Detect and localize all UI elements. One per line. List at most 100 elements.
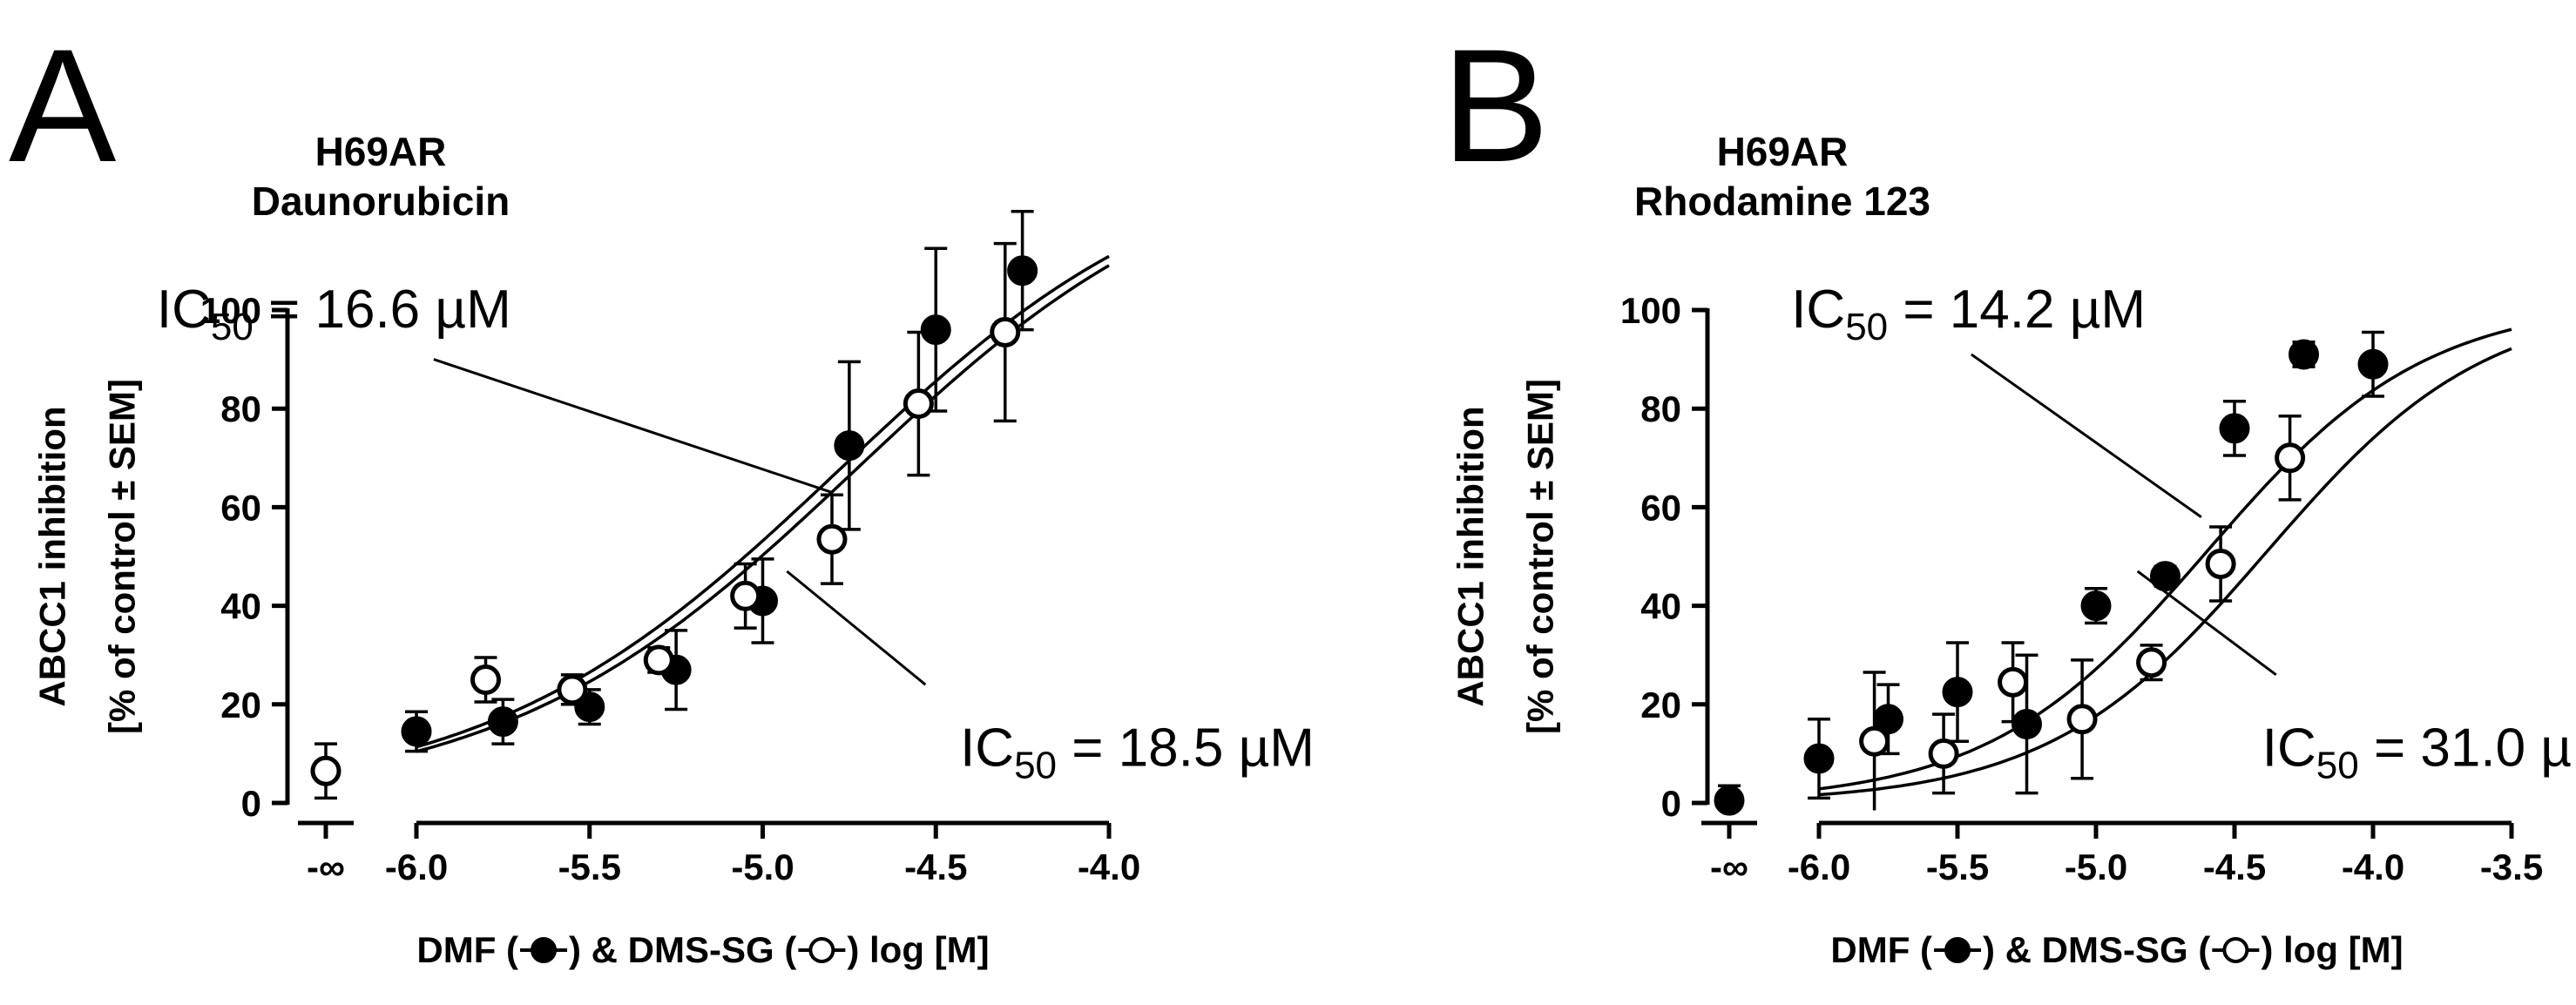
data-point-dmf xyxy=(2357,348,2389,380)
ic50-prefix: IC xyxy=(2262,718,2316,779)
y-axis-label: [% of control ± SEM] xyxy=(1520,379,1561,734)
x-tick-label: -4.5 xyxy=(904,846,967,887)
data-point-dms-sg xyxy=(903,388,934,420)
x-tick-label: -6.0 xyxy=(385,846,448,887)
panel-letter: B xyxy=(1442,17,1549,196)
ic50-value: = 18.5 µM xyxy=(1057,718,1315,779)
x-label-part: ) log [M] xyxy=(2261,929,2403,970)
data-point-dms-sg xyxy=(470,664,501,695)
data-point-dmf xyxy=(834,430,865,462)
annotation-leader-line xyxy=(1971,353,2202,518)
fit-curve-dms-sg xyxy=(416,264,1110,753)
x-tick-label: -5.5 xyxy=(558,846,621,887)
ic50-value: = 16.6 µM xyxy=(254,280,511,340)
data-point-dmf xyxy=(2080,590,2112,622)
y-tick-label: 100 xyxy=(1620,290,1681,331)
data-point-dmf xyxy=(2150,561,2180,592)
x-tick-label: -5.0 xyxy=(2065,846,2127,887)
y-tick-label: 60 xyxy=(1640,487,1681,528)
y-tick-label: 100 xyxy=(200,290,261,331)
y-tick-label: 80 xyxy=(220,388,261,429)
data-point-dmf xyxy=(1803,743,1835,774)
y-tick-label: 0 xyxy=(241,783,261,824)
data-point-dmf xyxy=(2011,708,2042,739)
ic50-subscript: 50 xyxy=(1845,306,1888,348)
y-tick-label: 80 xyxy=(1640,388,1681,429)
x-tick-label: -5.0 xyxy=(731,846,794,887)
ic50-prefix: IC xyxy=(960,718,1014,779)
panel-a: A H69AR Daunorubicin ABCC1 inhibition [% of … xyxy=(9,17,1315,970)
panel-b: B H69AR Rhodamine 123 ABCC1 inhibition [% of… xyxy=(1442,17,2576,970)
data-point-dms-sg xyxy=(2066,704,2098,735)
legend-marker-dmf xyxy=(1944,937,1971,963)
data-point-dms-sg xyxy=(1859,725,1890,757)
data-point-dms-sg xyxy=(1998,666,2029,698)
y-tick-label: 20 xyxy=(1640,685,1681,725)
data-point-dmf xyxy=(1714,785,1745,816)
ic50-annotation: IC50 = 14.2 µM xyxy=(1791,280,2146,348)
x-label-part: DMF ( xyxy=(1830,929,1932,970)
data-point-dms-sg xyxy=(557,674,588,705)
ic50-subscript: 50 xyxy=(2316,745,2359,787)
y-tick-label: 40 xyxy=(1640,586,1681,627)
data-point-dmf xyxy=(920,314,951,346)
x-label-part: ) log [M] xyxy=(847,929,989,970)
ic50-prefix: IC xyxy=(157,280,211,340)
x-label-part: ) & DMS-SG ( xyxy=(569,929,796,970)
x-tick-label-neginf: -∞ xyxy=(307,846,345,887)
ic50-subscript: 50 xyxy=(211,306,254,348)
title-line: Rhodamine 123 xyxy=(1634,179,1930,224)
x-axis-label: DMF ( ) & DMS-SG ( ) log [M] xyxy=(1830,929,2403,970)
data-point-dms-sg xyxy=(816,523,848,555)
data-point-dmf xyxy=(487,706,518,738)
data-point-dms-sg xyxy=(730,580,761,611)
title-line: H69AR xyxy=(1717,129,1849,174)
data-point-dmf xyxy=(401,716,432,747)
data-point-dms-sg xyxy=(2275,442,2306,474)
data-point-dms-sg xyxy=(643,644,674,676)
annotation-leader-line xyxy=(2136,570,2277,677)
title-line: Daunorubicin xyxy=(252,179,510,224)
ic50-value: = 14.2 µM xyxy=(1888,280,2146,340)
x-tick-label-neginf: -∞ xyxy=(1710,846,1748,887)
x-tick-label: -4.0 xyxy=(2342,846,2404,887)
x-tick-label: -4.0 xyxy=(1078,846,1140,887)
data-point-dms-sg xyxy=(2136,647,2167,678)
annotation-leader-line xyxy=(786,570,927,686)
legend-marker-dms-sg xyxy=(2222,937,2249,963)
data-point-dmf xyxy=(2289,339,2319,370)
x-tick-label: -5.5 xyxy=(1926,846,1989,887)
title-line: H69AR xyxy=(315,129,447,174)
x-tick-label: -3.5 xyxy=(2480,846,2543,887)
x-label-part: DMF ( xyxy=(416,929,518,970)
data-point-dmf xyxy=(2219,413,2250,444)
x-tick-label: -4.5 xyxy=(2203,846,2266,887)
y-axis-label: [% of control ± SEM] xyxy=(102,379,143,734)
ic50-value: = 31.0 µM xyxy=(2359,718,2576,779)
legend-marker-dms-sg xyxy=(808,937,835,963)
y-tick-label: 0 xyxy=(1661,783,1681,824)
x-tick-label: -6.0 xyxy=(1788,846,1850,887)
ic50-prefix: IC xyxy=(1791,280,1845,340)
data-point-dmf xyxy=(1007,255,1038,287)
data-point-dmf xyxy=(1942,677,1973,708)
y-axis-label: ABCC1 inhibition xyxy=(1450,406,1491,706)
ic50-annotation: IC50 = 16.6 µM xyxy=(157,280,511,348)
data-point-dms-sg xyxy=(2205,548,2236,579)
chart-title: H69AR Rhodamine 123 xyxy=(1634,129,1930,224)
annotation-leader-line xyxy=(433,358,833,494)
x-label-part: ) & DMS-SG ( xyxy=(1983,929,2210,970)
data-point-dms-sg xyxy=(1928,738,1959,769)
data-point-dms-sg xyxy=(990,316,1021,347)
panel-letter: A xyxy=(9,17,117,196)
chart-title: H69AR Daunorubicin xyxy=(252,129,510,224)
y-axis-label: ABCC1 inhibition xyxy=(32,406,73,706)
y-tick-label: 60 xyxy=(220,487,261,528)
ic50-annotation: IC50 = 18.5 µM xyxy=(960,718,1315,787)
ic50-subscript: 50 xyxy=(1014,745,1057,787)
legend-marker-dmf xyxy=(531,937,558,963)
y-tick-label: 20 xyxy=(220,685,261,725)
ic50-annotation: IC50 = 31.0 µM xyxy=(2262,718,2576,787)
x-axis-label: DMF ( ) & DMS-SG ( ) log [M] xyxy=(416,929,989,970)
